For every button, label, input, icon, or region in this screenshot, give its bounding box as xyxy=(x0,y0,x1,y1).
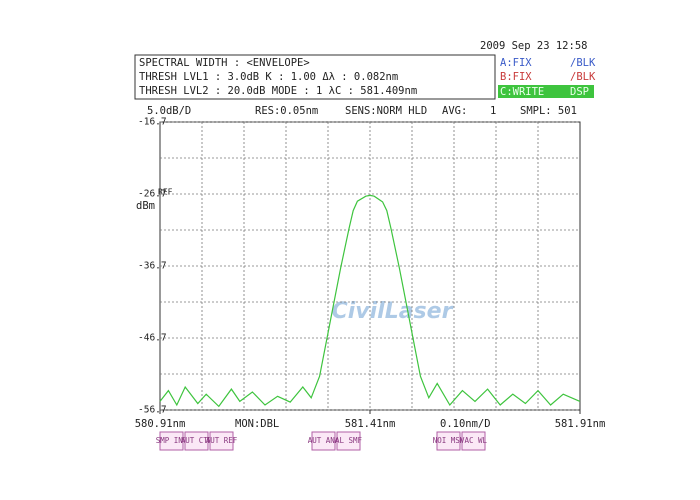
y-tick-label: -26.7 xyxy=(138,189,167,200)
info-box xyxy=(134,54,496,100)
ref-label: REF xyxy=(158,188,173,197)
softkey-label: AL SMF xyxy=(335,436,363,445)
softkey-label: AUT ANA xyxy=(308,436,340,445)
monitor: MON:DBL xyxy=(235,418,279,430)
softkey[interactable] xyxy=(336,431,361,451)
status-avg: AVG: xyxy=(442,105,467,117)
softkey[interactable] xyxy=(159,431,184,451)
x-tick-label: 580.91nm xyxy=(135,418,186,430)
y-tick-label: -46.7 xyxy=(138,333,167,344)
trace-a-mode: /BLK xyxy=(570,57,596,69)
trace-b-mode: /BLK xyxy=(570,71,596,83)
softkey[interactable] xyxy=(209,431,234,451)
status-res: RES:0.05nm xyxy=(255,105,318,117)
y-tick-label: -56.7 xyxy=(138,405,167,416)
softkey[interactable] xyxy=(311,431,336,451)
date: 2009 Sep 23 12:58 xyxy=(480,40,587,52)
softkey-label: AUT CTR xyxy=(181,436,213,445)
softkey[interactable] xyxy=(436,431,461,451)
trace-b: B:FIX xyxy=(500,71,532,83)
info-line: THRESH LVL2 : 20.0dB MODE : 1 λC : 581.4… xyxy=(139,85,417,97)
x-tick-label: 581.41nm xyxy=(345,418,396,430)
softkey-label: SMP INT xyxy=(156,436,188,445)
span: 0.10nm/D xyxy=(440,418,491,430)
info-line: THRESH LVL1 : 3.0dB K : 1.00 Δλ : 0.082n… xyxy=(139,71,398,83)
softkey[interactable] xyxy=(184,431,209,451)
trace xyxy=(159,194,581,408)
softkey-label: NOI MSK xyxy=(433,436,465,445)
trace-c-bg xyxy=(498,85,594,98)
status-scale: 5.0dB/D xyxy=(147,105,191,117)
y-unit: dBm xyxy=(136,200,155,212)
y-tick-label: -16.7 xyxy=(138,117,167,128)
y-tick-label: -36.7 xyxy=(138,261,167,272)
x-tick-label: 581.91nm xyxy=(555,418,606,430)
status-avg-value: 1 xyxy=(490,105,496,117)
softkey-label: VAC WL xyxy=(460,436,488,445)
softkey-label: AUT REF xyxy=(206,436,238,445)
softkey[interactable] xyxy=(461,431,486,451)
trace-c-mode: DSP xyxy=(570,86,589,98)
info-line: SPECTRAL WIDTH : <ENVELOPE> xyxy=(139,57,310,69)
status-smpl: SMPL: 501 xyxy=(520,105,577,117)
watermark: CivilLaser xyxy=(332,299,454,324)
status-sens: SENS:NORM HLD xyxy=(345,105,427,117)
trace-c: C:WRITE xyxy=(500,86,544,98)
trace-a: A:FIX xyxy=(500,57,532,69)
